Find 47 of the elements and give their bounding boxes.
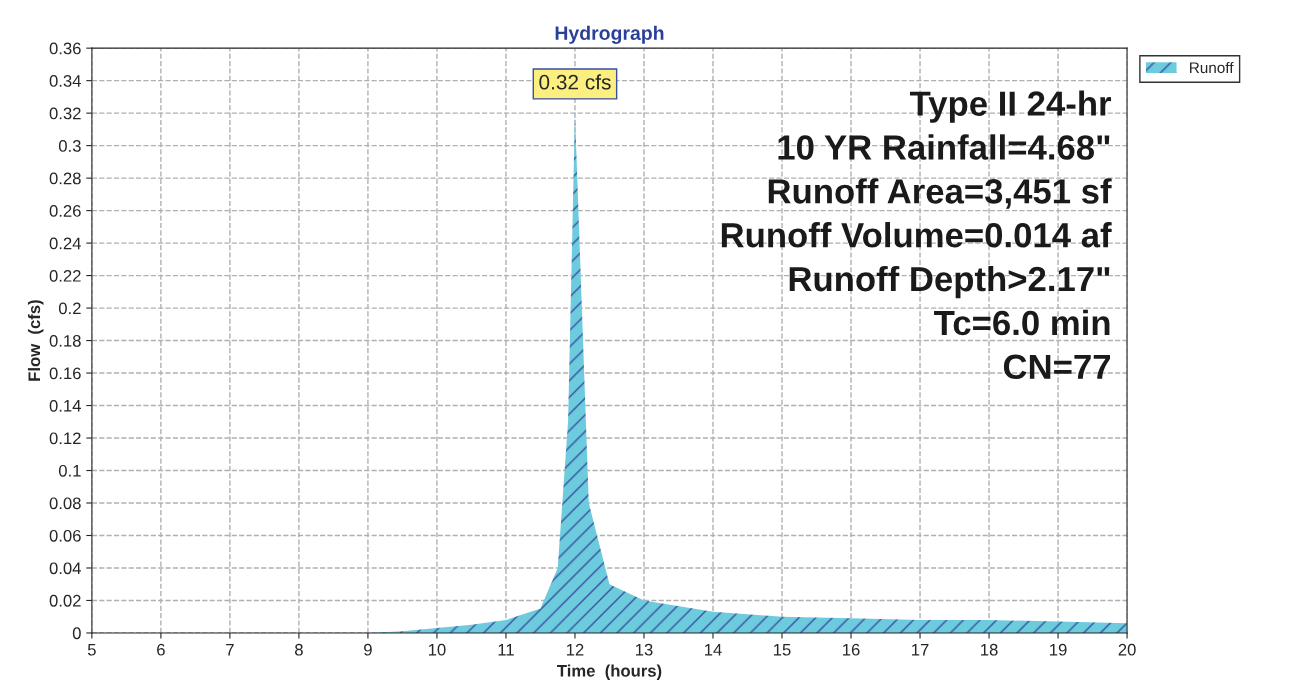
x-axis-title: Time (hours) bbox=[557, 664, 662, 681]
x-tick-label: 6 bbox=[157, 643, 165, 656]
y-tick-label: 0.24 bbox=[49, 237, 81, 250]
y-tick-label: 0.36 bbox=[49, 42, 81, 55]
annotation: CN=77 bbox=[1003, 354, 1111, 380]
y-tick-label: 0.3 bbox=[58, 140, 81, 152]
y-tick-label: 0.32 bbox=[49, 107, 81, 120]
x-tick-label: 16 bbox=[843, 643, 860, 656]
x-tick-label: 15 bbox=[774, 643, 791, 656]
y-tick-label: 0.14 bbox=[49, 399, 81, 412]
y-tick-label: 0.16 bbox=[49, 367, 81, 380]
x-tick-label: 8 bbox=[295, 643, 303, 656]
y-axis-title: Flow (cfs) bbox=[27, 300, 44, 381]
y-tick-label: 0.18 bbox=[49, 334, 81, 347]
y-tick-label: 0.08 bbox=[49, 497, 81, 510]
legend-label: Runoff bbox=[1190, 61, 1234, 74]
y-tick-label: 0.1 bbox=[58, 464, 81, 477]
annotation: Runoff Depth>2.17" bbox=[789, 265, 1110, 299]
x-tick-label: 11 bbox=[498, 643, 514, 656]
y-tick-label: 0.28 bbox=[49, 172, 81, 185]
y-tick-label: 0 bbox=[72, 627, 81, 640]
y-tick-label: 0.12 bbox=[49, 432, 81, 445]
x-tick-label: 5 bbox=[87, 643, 96, 656]
x-tick-label: 9 bbox=[364, 643, 372, 656]
y-tick-label: 0.04 bbox=[49, 562, 81, 575]
y-tick-label: 0.06 bbox=[49, 529, 81, 542]
y-tick-label: 0.02 bbox=[49, 594, 81, 607]
x-tick-label: 7 bbox=[226, 643, 234, 656]
y-tick-label: 0.2 bbox=[58, 302, 81, 315]
y-tick-label: 0.26 bbox=[49, 205, 81, 217]
annotation: 0.32 cfs bbox=[539, 74, 611, 90]
x-tick-label: 17 bbox=[912, 643, 929, 656]
annotation: Tc=6.0 min bbox=[934, 309, 1110, 336]
x-tick-label: 19 bbox=[1050, 643, 1067, 656]
y-tick-label: 0.22 bbox=[49, 269, 81, 282]
x-tick-label: 13 bbox=[635, 643, 653, 656]
x-tick-label: 10 bbox=[428, 643, 446, 656]
annotation: Type II 24-hr bbox=[909, 90, 1112, 123]
x-tick-label: 20 bbox=[1118, 643, 1136, 656]
annotation: Runoff Volume=0.014 af bbox=[721, 222, 1112, 248]
x-tick-label: 14 bbox=[705, 643, 722, 656]
annotation: 10 YR Rainfall=4.68" bbox=[778, 134, 1110, 160]
y-tick-label: 0.34 bbox=[49, 75, 81, 87]
annotation: Runoff Area=3,451 sf bbox=[768, 178, 1112, 209]
x-tick-label: 18 bbox=[981, 643, 998, 656]
x-tick-label: 12 bbox=[566, 643, 584, 656]
chart-title: Hydrograph bbox=[555, 25, 664, 44]
